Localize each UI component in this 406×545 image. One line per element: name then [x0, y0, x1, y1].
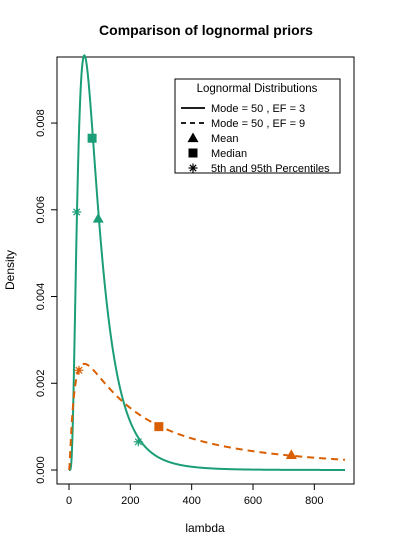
x-axis-label: lambda	[185, 521, 225, 535]
legend-entry: 5th and 95th Percentiles	[188, 163, 330, 175]
x-tick-label: 200	[121, 495, 139, 507]
legend-entry: Mode = 50 , EF = 9	[181, 118, 305, 130]
y-tick-label: 0.006	[35, 196, 47, 224]
legend-asterisk-icon	[188, 163, 198, 173]
y-tick-label: 0.004	[35, 283, 47, 311]
y-axis: 0.000 0.002 0.004 0.006 0.008	[35, 109, 58, 484]
y-axis-label: Density	[3, 250, 17, 290]
legend-label: 5th and 95th Percentiles	[211, 163, 330, 175]
median-marker-1	[87, 133, 97, 143]
median-marker-2	[154, 422, 164, 432]
legend-label: Mode = 50 , EF = 9	[211, 118, 305, 130]
legend-box	[174, 78, 341, 174]
legend-entry: Median	[188, 148, 247, 160]
mean-marker-1	[92, 212, 104, 223]
y-tick-label: 0.000	[35, 456, 47, 484]
x-tick-label: 400	[182, 495, 200, 507]
x-tick-label: 0	[66, 495, 72, 507]
x-tick-label: 800	[305, 495, 323, 507]
legend-label: Mean	[211, 133, 239, 145]
legend-entry: Mode = 50 , EF = 3	[181, 103, 305, 115]
mean-marker-2	[285, 449, 297, 459]
series-line-2	[68, 362, 346, 471]
y-tick-label: 0.008	[35, 109, 47, 137]
p95-marker-1	[133, 437, 143, 447]
x-axis: 0 200 400 600 800	[66, 483, 324, 507]
legend-label: Median	[211, 148, 247, 160]
legend-title: Lognormal Distributions	[197, 83, 318, 95]
p5-marker-2	[74, 365, 84, 375]
plot-area	[68, 54, 346, 471]
legend: Lognormal Distributions Mode = 50 , EF =…	[174, 78, 341, 175]
legend-entry: Mean	[187, 132, 239, 145]
legend-label: Mode = 50 , EF = 3	[211, 103, 305, 115]
x-tick-label: 600	[244, 495, 262, 507]
chart-title: Comparison of lognormal priors	[99, 22, 313, 38]
y-tick-label: 0.002	[35, 369, 47, 397]
legend-entries: Mode = 50 , EF = 3 Mode = 50 , EF = 9 Mean…	[181, 103, 330, 175]
legend-square-icon	[188, 148, 198, 158]
legend-triangle-icon	[187, 132, 199, 143]
p5-marker-1	[72, 207, 82, 217]
series-line-1	[69, 54, 345, 471]
